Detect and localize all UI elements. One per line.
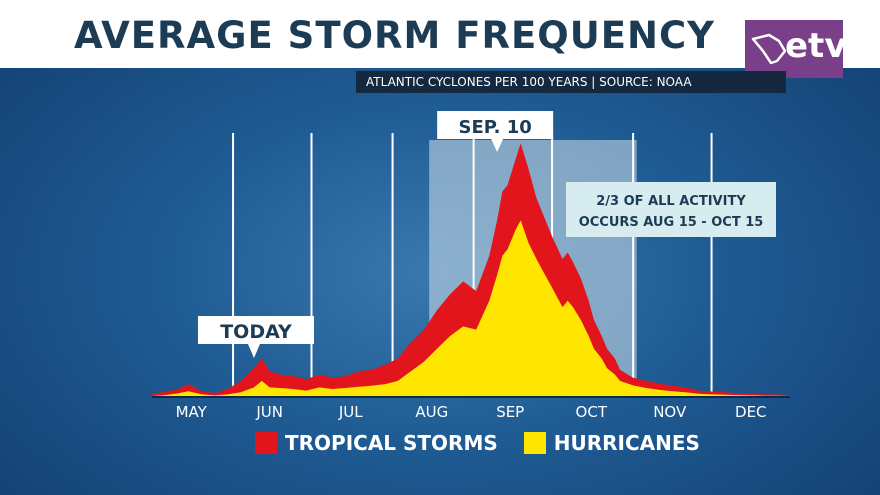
- x-tick-label-aug: AUG: [415, 403, 448, 421]
- activity-range-label-line1: 2/3 OF ALL ACTIVITY: [596, 194, 746, 209]
- title-bar: AVERAGE STORM FREQUENCY: [0, 0, 880, 68]
- legend-swatch-hurricanes: [523, 432, 546, 454]
- x-tick-label-dec: DEC: [735, 403, 767, 421]
- x-tick-label-nov: NOV: [653, 403, 687, 421]
- legend-item-hurricanes: HURRICANES: [523, 431, 700, 455]
- x-tick-label-jul: JUL: [338, 403, 363, 421]
- legend-item-tropical-storms: TROPICAL STORMS: [255, 431, 498, 455]
- today-callout-label: TODAY: [220, 321, 292, 343]
- today-callout-box: [197, 316, 314, 344]
- south-carolina-state-icon: [751, 33, 787, 65]
- x-tick-label-may: MAY: [176, 403, 208, 421]
- x-tick-label-oct: OCT: [576, 403, 608, 421]
- x-tick-label-sep: SEP: [496, 403, 524, 421]
- x-tick-label-jun: JUN: [255, 403, 283, 421]
- peak-callout-pointer: [491, 139, 504, 152]
- chart-subtitle: ATLANTIC CYCLONES PER 100 YEARS | SOURCE…: [356, 71, 786, 93]
- today-callout-pointer: [247, 344, 260, 358]
- chart-title: AVERAGE STORM FREQUENCY: [74, 14, 715, 57]
- activity-range-box: [566, 182, 776, 237]
- logo-text: etv: [785, 26, 847, 66]
- series-area-hurricanes: [152, 220, 790, 397]
- chart-legend: TROPICAL STORMS HURRICANES: [255, 430, 726, 456]
- peak-callout-box: [437, 111, 554, 139]
- legend-label-tropical-storms: TROPICAL STORMS: [285, 431, 498, 455]
- activity-range-label-line2: OCCURS AUG 15 - OCT 15: [579, 215, 764, 230]
- peak-callout-label: SEP. 10: [458, 117, 531, 138]
- station-logo: etv: [745, 20, 847, 78]
- legend-label-hurricanes: HURRICANES: [553, 431, 700, 455]
- legend-swatch-tropical-storms: [255, 432, 277, 454]
